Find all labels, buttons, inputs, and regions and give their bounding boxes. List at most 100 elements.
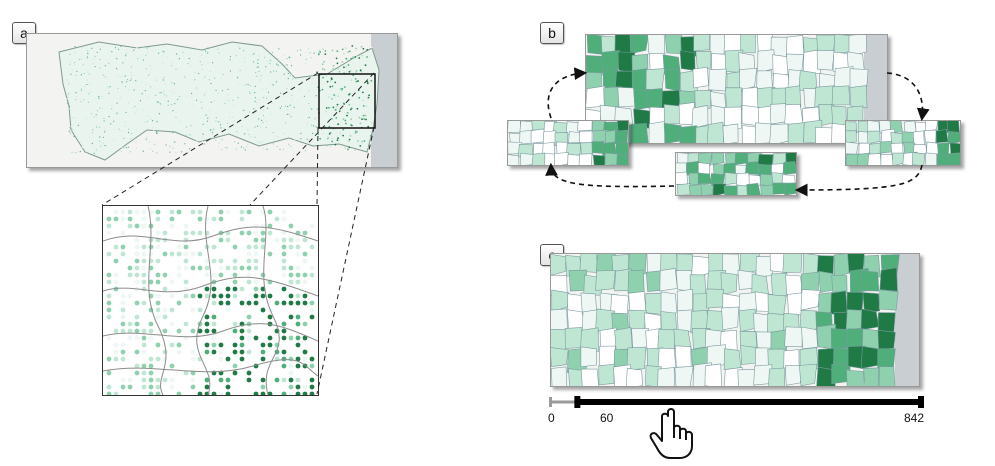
inset-dot	[134, 244, 140, 250]
inset-dot	[288, 356, 294, 362]
map-dot	[172, 147, 174, 149]
map-dot	[312, 132, 314, 134]
map-dot	[280, 67, 282, 69]
inset-dot	[162, 377, 168, 383]
inset-dot	[155, 356, 161, 362]
inset-dot	[253, 293, 259, 299]
region-cell	[772, 54, 790, 77]
map-dot	[295, 120, 297, 122]
map-dot	[351, 45, 354, 47]
map-dot	[339, 132, 342, 135]
map-dot	[67, 95, 70, 97]
map-dot	[361, 118, 363, 120]
inset-dot	[267, 230, 273, 236]
slider-high-handle[interactable]	[918, 396, 924, 408]
map-dot	[203, 143, 205, 145]
map-dot	[152, 127, 154, 129]
inset-dot	[309, 363, 315, 369]
map-dot	[362, 99, 364, 102]
inset-dot	[120, 244, 126, 250]
map-dot	[271, 113, 273, 115]
inset-dot	[197, 307, 203, 313]
map-dot	[260, 75, 262, 77]
map-dot	[287, 106, 289, 108]
map-dot	[166, 56, 168, 58]
map-dot	[323, 51, 325, 54]
map-dot	[111, 65, 113, 67]
map-dot	[355, 70, 358, 72]
region-cell	[694, 89, 713, 111]
region-cell	[925, 152, 937, 165]
map-dot	[129, 79, 131, 81]
map-dot	[350, 124, 352, 126]
region-cell	[598, 345, 616, 366]
region-cell	[846, 369, 864, 386]
inset-dot	[302, 258, 308, 264]
map-dot	[275, 70, 277, 72]
choropleth-thumb-right[interactable]	[845, 120, 961, 166]
map-dot	[342, 118, 345, 121]
map-dot	[349, 69, 352, 72]
map-dot	[79, 150, 81, 153]
inset-dot	[211, 258, 217, 264]
map-dot	[137, 137, 139, 139]
map-dot	[166, 123, 168, 125]
inset-dot	[190, 328, 196, 334]
state-outline	[58, 41, 380, 161]
range-slider[interactable]	[549, 396, 924, 408]
map-dot	[124, 85, 127, 88]
inset-dot	[274, 377, 280, 383]
map-dot	[334, 109, 337, 111]
region-cell	[646, 254, 663, 274]
inset-dot	[141, 265, 147, 271]
map-dot	[208, 79, 210, 81]
inset-dot	[295, 342, 301, 348]
map-dot	[270, 71, 272, 73]
map-dot	[262, 140, 264, 143]
inset-dot	[113, 356, 119, 362]
inset-dot	[141, 258, 147, 264]
map-dot	[70, 133, 72, 135]
map-dot	[139, 100, 141, 102]
map-dot	[352, 56, 354, 59]
region-cell	[860, 308, 880, 331]
map-dot	[158, 113, 160, 115]
map-dot	[70, 116, 72, 118]
map-dot	[290, 150, 292, 152]
map-dot	[217, 48, 219, 50]
map-dot	[368, 75, 371, 78]
map-dot	[277, 59, 279, 61]
map-dot	[254, 136, 256, 138]
map-dot	[73, 135, 75, 138]
map-dot	[211, 121, 213, 123]
map-dot	[189, 63, 191, 65]
inset-dot	[134, 237, 140, 243]
map-dot	[158, 101, 160, 103]
inset-dot	[106, 251, 112, 257]
inset-dot	[225, 377, 231, 383]
map-dot	[265, 121, 268, 123]
map-dot	[341, 61, 344, 63]
map-dot	[309, 52, 311, 54]
slider-low-handle[interactable]	[574, 396, 581, 408]
map-dot	[265, 68, 267, 70]
map-dot	[356, 107, 359, 110]
choropleth-thumb-left[interactable]	[507, 120, 629, 166]
map-dot	[350, 130, 353, 132]
inset-dot	[218, 300, 224, 306]
map-dot	[149, 73, 151, 75]
map-dot	[189, 148, 191, 150]
choropleth-thumb-bottom[interactable]	[675, 152, 797, 196]
map-dot	[190, 124, 192, 127]
inset-dot	[211, 321, 217, 327]
inset-dot	[281, 356, 287, 362]
inset-dot	[127, 223, 133, 229]
region-cell	[708, 68, 727, 92]
map-dot	[325, 107, 328, 109]
inset-dot	[148, 391, 154, 395]
inset-dot	[260, 384, 266, 390]
inset-dot	[113, 279, 119, 285]
map-dot	[87, 71, 89, 73]
map-dot	[283, 54, 285, 56]
map-dot	[196, 122, 198, 124]
